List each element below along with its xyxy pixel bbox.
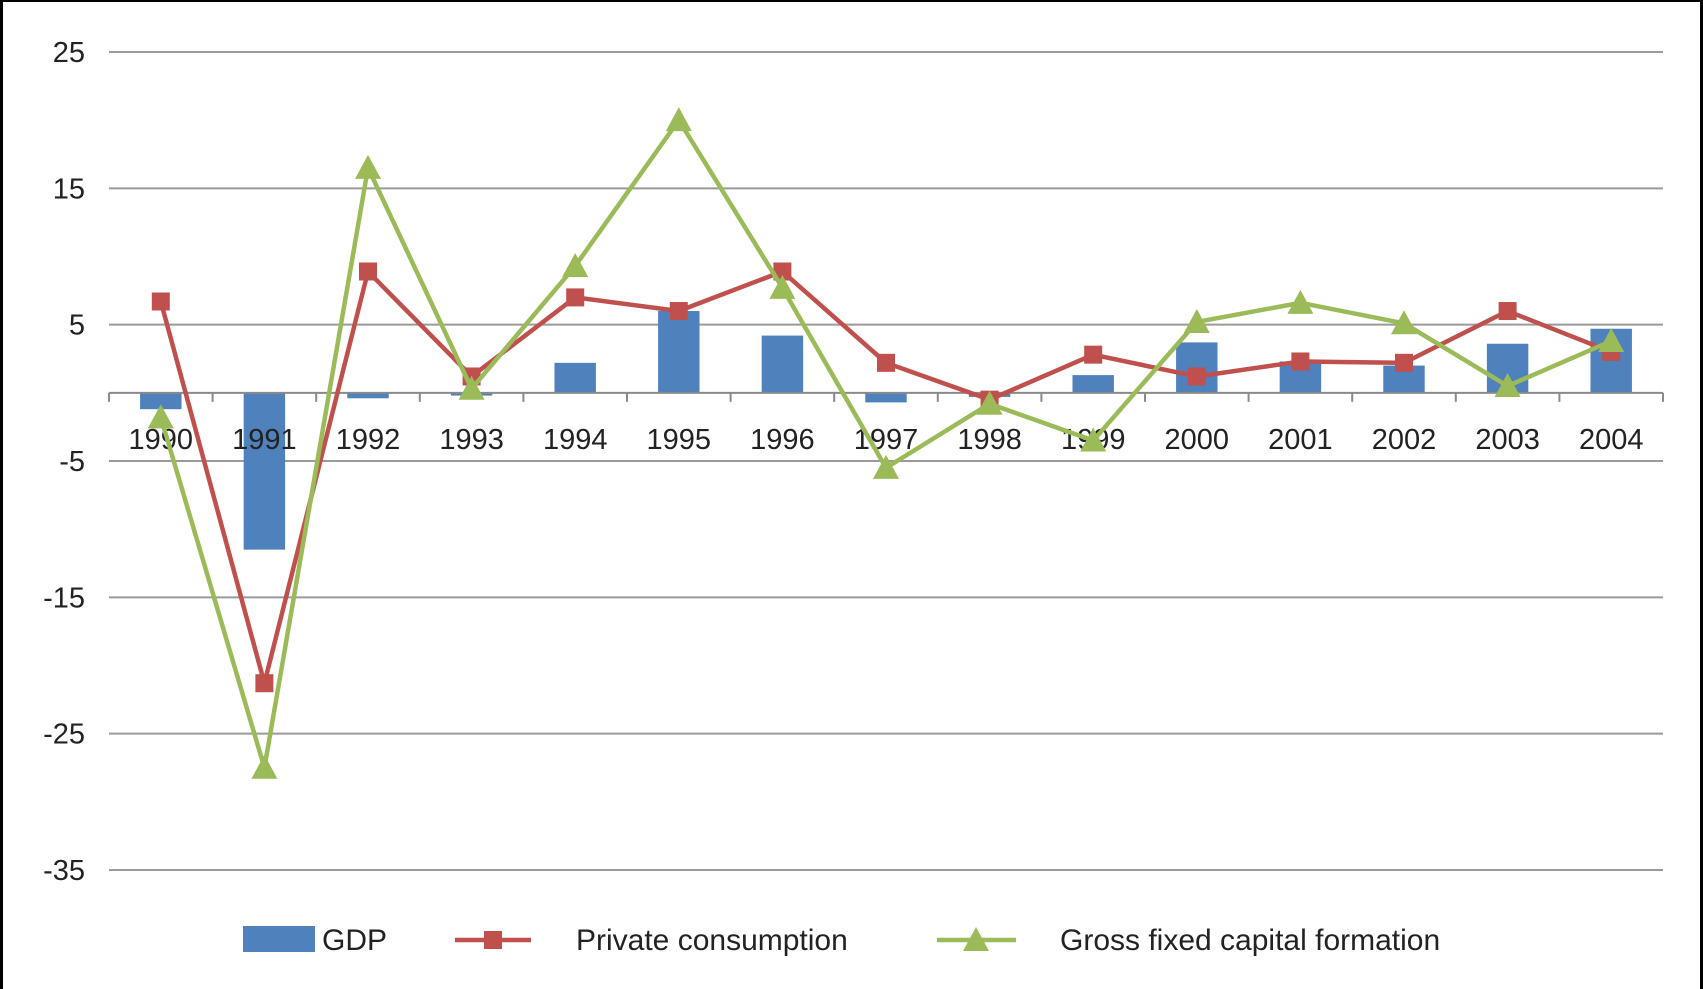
private-consumption-point (151, 292, 170, 311)
private-consumption-point (1291, 352, 1310, 371)
private-consumption-point (1498, 302, 1517, 321)
gfcf-point (1183, 308, 1210, 333)
x-tick-label: 2004 (1579, 424, 1644, 456)
private-consumption-point (773, 262, 792, 281)
x-tick-label: 2000 (1165, 424, 1230, 456)
legend-label-gfcf: Gross fixed capital formation (1060, 924, 1440, 957)
gfcf-point (562, 253, 589, 278)
gdp-bar (243, 392, 286, 550)
x-tick-label: 1995 (647, 424, 712, 456)
gdp-bar (347, 392, 389, 399)
y-tick-label: -35 (43, 855, 85, 887)
x-axis-tick-labels: 1990199119921993199419951996199719981999… (129, 424, 1644, 456)
x-tick-label: 1992 (336, 424, 401, 456)
private-consumption-point (566, 288, 585, 307)
gfcf-point (769, 274, 796, 299)
x-axis (108, 391, 1664, 402)
private-consumption-point (359, 262, 377, 281)
y-axis-tick-labels: 25 15 5 -5 -15 -25 -35 (43, 37, 85, 887)
y-tick-label: 15 (53, 173, 85, 205)
series-lines (147, 107, 1625, 779)
gdp-bar (658, 311, 700, 393)
x-tick-label: 1990 (129, 424, 194, 456)
gdp-bars (140, 311, 1632, 550)
private-consumption-point (877, 353, 895, 372)
legend-label-gdp: GDP (322, 924, 387, 957)
legend-swatch-gdp (243, 926, 315, 952)
x-tick-label: 1993 (439, 424, 504, 456)
y-tick-label: -5 (59, 446, 85, 478)
y-tick-label: -15 (43, 582, 85, 614)
gfcf-point (458, 375, 485, 400)
chart: 25 15 5 -5 -15 -25 -35 1990 1991 1992 1993 1994 199… (43, 37, 1664, 957)
gdp-bar (1072, 375, 1114, 393)
private-consumption-point (669, 302, 688, 321)
gfcf-point (355, 154, 381, 179)
x-tick-label: 2001 (1268, 424, 1333, 456)
gdp-bar (761, 335, 804, 393)
gfcf-point (1080, 427, 1107, 452)
gfcf-point (976, 390, 1003, 415)
y-tick-label: 25 (53, 37, 85, 69)
gfcf-point (1391, 310, 1417, 335)
y-tick-label: 5 (69, 310, 85, 342)
x-tick-label: 1996 (750, 424, 815, 456)
x-tick-label: 1998 (957, 424, 1022, 456)
x-tick-label: 2003 (1475, 424, 1540, 456)
gfcf-point (873, 454, 899, 479)
y-tick-label: -25 (43, 719, 85, 751)
legend: GDP Private consumption Gross fixed capita… (243, 924, 1440, 957)
gridlines (109, 51, 1663, 871)
legend-marker-gfcf (963, 927, 989, 951)
gdp-bar (554, 362, 596, 393)
gfcf-point (1494, 373, 1521, 398)
gfcf-point (147, 404, 174, 429)
gfcf-point (251, 754, 278, 779)
x-tick-label: 1994 (543, 424, 608, 456)
private-consumption-point (1187, 367, 1206, 386)
gfcf-point (1287, 289, 1314, 314)
private-consumption-point (255, 674, 274, 693)
gfcf-point (665, 107, 692, 132)
gfcf-point (1598, 328, 1625, 353)
gdp-bar (865, 392, 907, 403)
gdp-bar (140, 392, 182, 410)
legend-marker-private-consumption (484, 931, 502, 949)
x-tick-label: 1991 (232, 424, 297, 456)
private-consumption-point (1084, 345, 1103, 364)
x-tick-label: 2002 (1372, 424, 1437, 456)
legend-label-private-consumption: Private consumption (576, 924, 848, 957)
private-consumption-point (1395, 353, 1413, 372)
